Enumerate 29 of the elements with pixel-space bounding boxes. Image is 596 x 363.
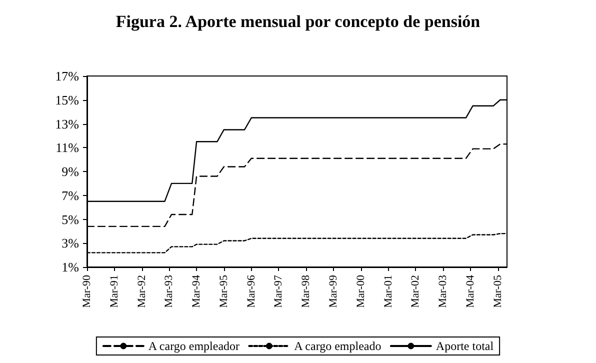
x-tick-label: Mar-03: [437, 274, 450, 308]
x-tick-label: Mar-96: [245, 274, 258, 308]
x-tick-label: Mar-02: [410, 275, 422, 308]
x-tick-label: Mar-01: [382, 275, 394, 308]
chart-title: Figura 2. Aporte mensual por concepto de pensión: [116, 12, 481, 31]
y-tick-label: 11%: [56, 140, 80, 156]
x-tick-label: Mar-00: [354, 274, 367, 308]
x-tick-label: Mar-97: [272, 274, 285, 308]
legend-label: A cargo empleado: [294, 339, 382, 353]
x-tick-label: Mar-99: [327, 274, 340, 308]
x-tick-label: Mar-90: [81, 274, 93, 308]
legend-label: Aporte total: [436, 339, 494, 353]
y-tick-label: 13%: [55, 116, 80, 132]
x-tick-label: Mar-05: [492, 274, 504, 308]
x-tick-label: Mar-94: [190, 274, 203, 308]
y-tick-label: 9%: [62, 164, 80, 179]
y-tick-label: 7%: [62, 188, 80, 203]
x-tick-label: Mar-92: [136, 275, 148, 308]
y-tick-label: 3%: [62, 236, 80, 251]
y-tick-label: 5%: [62, 212, 80, 227]
legend-label: A cargo empleador: [148, 339, 240, 353]
y-tick-label: 17%: [55, 68, 80, 84]
x-tick-label: Mar-98: [300, 274, 312, 308]
x-tick-label: Mar-04: [464, 274, 476, 308]
y-tick-label: 15%: [55, 92, 80, 108]
x-tick-label: Mar-93: [163, 274, 176, 308]
x-tick-label: Mar-91: [108, 275, 120, 308]
x-tick-label: Mar-95: [218, 274, 230, 308]
y-tick-label: 1%: [62, 260, 80, 274]
